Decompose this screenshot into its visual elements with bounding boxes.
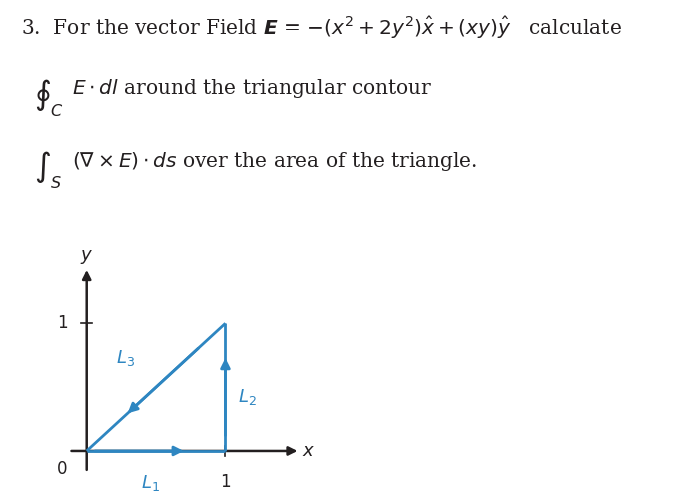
Text: $y$: $y$ [80,248,93,266]
Text: $L_2$: $L_2$ [238,387,257,407]
Text: $\mathit{E}\cdot d\mathit{l}$ around the triangular contour: $\mathit{E}\cdot d\mathit{l}$ around the… [72,77,433,100]
Text: $L_3$: $L_3$ [117,348,135,368]
Text: 0: 0 [57,460,67,478]
Text: 1: 1 [220,473,230,491]
Text: $(\nabla \times \mathit{E})\cdot \mathit{ds}$ over the area of the triangle.: $(\nabla \times \mathit{E})\cdot \mathit… [72,150,477,173]
Text: $\int_S$: $\int_S$ [34,150,62,191]
Text: 1: 1 [57,314,67,332]
Text: 3.  For the vector Field $\boldsymbol{E}$ = $-(x^2 + 2y^2)\hat{x} + (xy)\hat{y}$: 3. For the vector Field $\boldsymbol{E}$… [21,15,622,41]
Text: $\oint_C$: $\oint_C$ [34,77,64,119]
Text: $x$: $x$ [302,442,315,460]
Text: $L_1$: $L_1$ [141,473,160,493]
